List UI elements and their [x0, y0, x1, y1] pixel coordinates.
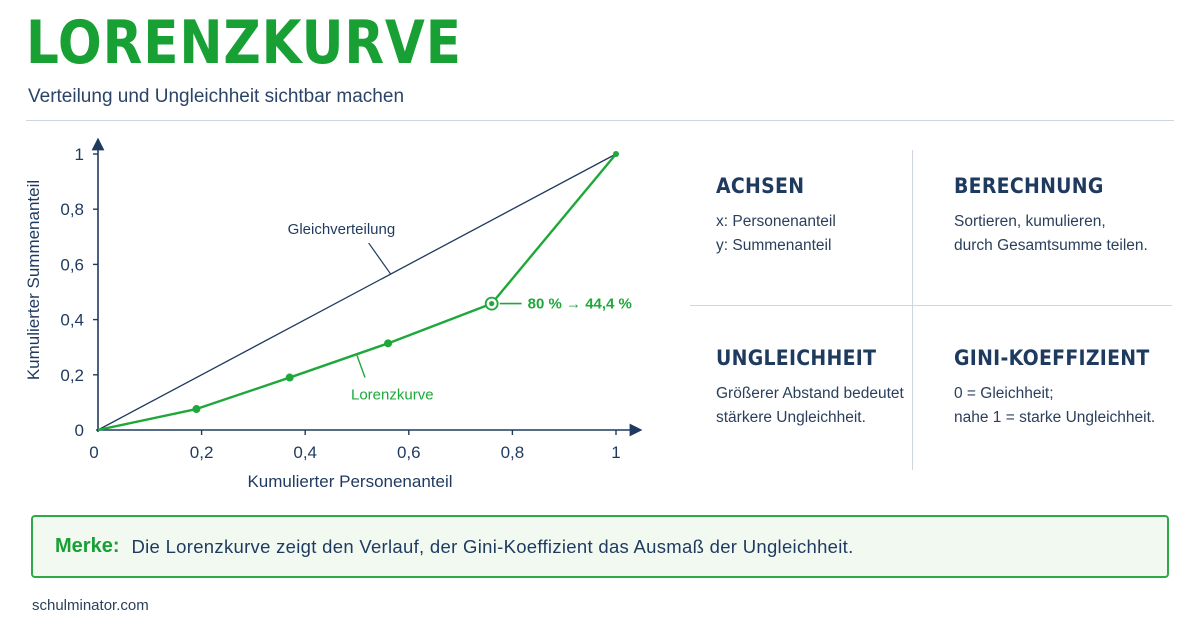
header-divider	[26, 120, 1174, 121]
x-tick-label: 0,2	[190, 443, 214, 462]
panel-berechnung-line: Sortieren, kumulieren,	[954, 213, 1106, 230]
panel-ungleichheit-text: Größerer Abstand bedeutet stärkere Ungle…	[716, 382, 904, 430]
merke-label: Merke:	[55, 535, 120, 557]
x-tick-label: 0	[89, 443, 98, 462]
lorenz-series-label: Lorenzkurve	[351, 386, 434, 403]
panel-achsen-text: x: Personenanteil y: Summenanteil	[716, 210, 836, 258]
panel-gini-title: GINI-KOEFFIZIENT	[954, 346, 1150, 370]
panel-gini-text: 0 = Gleichheit; nahe 1 = starke Ungleich…	[954, 382, 1171, 430]
panel-divider-horizontal	[690, 305, 1172, 306]
equality-label-leader	[368, 242, 392, 275]
lorenz-data-point	[192, 405, 201, 414]
page-subtitle: Verteilung und Ungleichheit sichtbar mac…	[28, 86, 405, 107]
y-tick-label: 1	[75, 145, 84, 164]
y-tick-label: 0,4	[60, 311, 84, 330]
lorenz-chart: 0 0,2 0,4 0,6 0,8 1 0 0,2 0,4 0,6 0,8 1 Gleichvert…	[24, 137, 643, 491]
x-axis-label: Kumulierter Personenanteil	[247, 472, 452, 491]
x-tick-label: 1	[611, 443, 620, 462]
panel-gini-line: nahe 1 = starke Ungleichheit.	[954, 409, 1156, 426]
lorenz-label-leader	[356, 355, 366, 378]
lorenz-curve-line	[97, 153, 617, 432]
lorenz-data-point	[285, 373, 294, 382]
panel-ungleichheit: UNGLEICHHEIT Größerer Abstand bedeutet s…	[716, 346, 904, 430]
panel-ungleichheit-line: Größerer Abstand bedeutet	[716, 385, 904, 402]
panel-divider-vertical	[912, 150, 913, 470]
x-tick-label: 0,4	[293, 443, 317, 462]
panel-ungleichheit-line: stärkere Ungleichheit.	[716, 409, 866, 426]
x-tick-label: 0,6	[397, 443, 421, 462]
panel-berechnung: BERECHNUNG Sortieren, kumulieren, durch …	[954, 174, 1148, 258]
y-axis-label: Kumulierter Summenanteil	[24, 180, 43, 380]
y-tick-label: 0,8	[60, 200, 84, 219]
equality-line	[97, 153, 617, 431]
highlight-point	[489, 300, 495, 307]
footer-source: schulminator.com	[32, 597, 149, 614]
panel-achsen: ACHSEN x: Personenanteil y: Summenanteil	[716, 174, 836, 258]
panel-achsen-line: x: Personenanteil	[716, 213, 836, 230]
panel-gini: GINI-KOEFFIZIENT 0 = Gleichheit; nahe 1 …	[954, 346, 1171, 430]
y-tick-label: 0,6	[60, 255, 84, 274]
x-tick-label: 0,8	[501, 443, 525, 462]
panel-gini-line: 0 = Gleichheit;	[954, 385, 1054, 402]
merke-text: Die Lorenzkurve zeigt den Verlauf, der G…	[131, 535, 854, 557]
lorenz-data-point	[384, 339, 393, 348]
annotation-label: 80 % → 44,4 %	[528, 296, 632, 313]
merke-box: Merke: Die Lorenzkurve zeigt den Verlauf…	[31, 515, 1169, 578]
y-tick-label: 0	[75, 421, 84, 440]
page-title: LORENZKURVE	[26, 8, 462, 78]
panel-berechnung-title: BERECHNUNG	[954, 174, 1104, 198]
equality-series-label: Gleichverteilung	[288, 221, 396, 238]
panel-berechnung-text: Sortieren, kumulieren, durch Gesamtsumme…	[954, 210, 1148, 258]
panel-achsen-line: y: Summenanteil	[716, 237, 832, 254]
lorenz-data-point	[613, 151, 619, 157]
y-tick-label: 0,2	[60, 366, 84, 385]
panel-berechnung-line: durch Gesamtsumme teilen.	[954, 237, 1148, 254]
panel-achsen-title: ACHSEN	[716, 174, 805, 198]
panel-ungleichheit-title: UNGLEICHHEIT	[716, 346, 877, 370]
